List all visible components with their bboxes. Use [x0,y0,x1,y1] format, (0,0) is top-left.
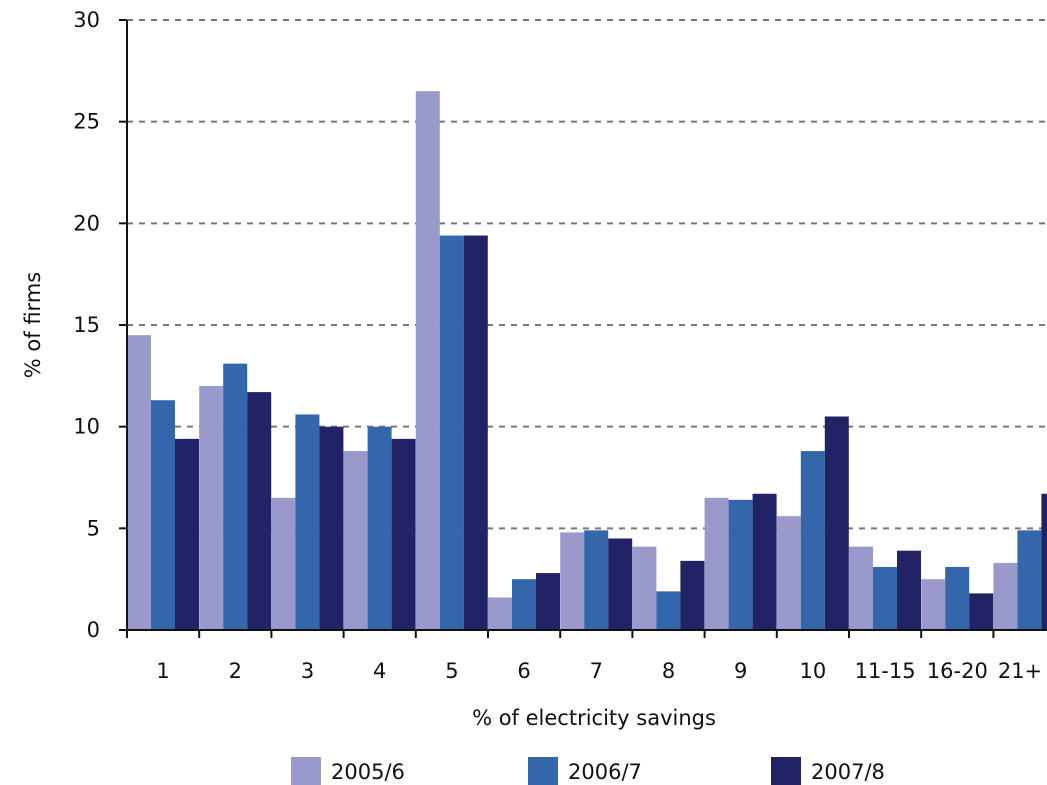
x-tick-label: 3 [301,659,314,683]
y-tick-label: 5 [87,516,100,540]
bar-2005-6-4 [343,451,368,630]
y-tick-labels: 0 5 10 15 20 25 30 [73,8,100,642]
bar-2006-7-6 [512,579,536,630]
bar-2005-6-3 [271,497,296,630]
legend-swatch [528,757,558,785]
bar-2006-7-7 [584,530,609,630]
bar-2007-8-7 [608,538,633,630]
bar-2006-7-1 [151,400,175,630]
legend: 2005/6 2006/7 2007/8 [291,757,885,785]
x-tick-label: 4 [373,659,386,683]
bar-2007-8-2 [247,392,272,630]
axes [119,19,1047,638]
legend-label: 2005/6 [331,760,405,784]
bar-2006-7-16-20 [945,566,970,630]
bar-2005-6-6 [488,597,512,630]
bar-2006-7-21+ [1017,530,1042,630]
bar-2006-7-10 [800,451,825,630]
y-tick-label: 25 [73,110,100,134]
x-tick-label: 8 [662,659,675,683]
bar-2006-7-3 [295,414,320,630]
legend-swatch [771,757,801,785]
bar-2005-6-9 [704,497,729,630]
y-tick-label: 0 [87,618,100,642]
bar-2006-7-5 [439,235,464,631]
bar-2007-8-3 [319,426,344,630]
y-tick-label: 10 [73,415,100,439]
y-tick-label: 15 [73,313,100,337]
bar-2005-6-8 [632,546,657,630]
bar-2006-7-2 [223,363,248,630]
x-tick-label: 1 [156,659,169,683]
bar-2005-6-2 [199,386,224,630]
bar-2007-8-21+ [1041,493,1047,630]
bar-2006-7-11-15 [873,566,897,630]
bar-2005-6-7 [560,532,585,630]
bar-2007-8-16-20 [969,593,994,630]
y-axis-title: % of firms [21,272,45,378]
x-tick-label: 10 [800,659,827,683]
bar-2007-8-4 [391,438,416,630]
bar-2007-8-11-15 [897,550,921,630]
legend-swatch [291,757,321,785]
bar-2006-7-8 [656,591,681,630]
bar-2005-6-16-20 [921,579,946,630]
y-tick-label: 20 [73,211,100,235]
x-tick-label: 11-15 [855,659,916,683]
bar-2007-8-10 [824,416,849,630]
bars [127,91,1047,631]
bar-2007-8-9 [752,493,777,630]
bar-2006-7-4 [367,426,392,630]
bar-2007-8-1 [175,438,199,630]
x-tick-label: 7 [590,659,603,683]
grid-lines [127,19,1047,530]
x-tick-label: 16-20 [927,659,988,683]
bar-2007-8-5 [463,235,488,631]
x-tick-label: 21+ [998,659,1042,683]
bar-2005-6-21+ [993,562,1018,630]
x-tick-labels: 1 2 3 4 5 6 7 8 9 10 11-15 16-20 21+ [156,659,1042,683]
bar-2005-6-5 [415,91,440,630]
x-axis-title: % of electricity savings [472,706,716,730]
bar-2007-8-8 [680,560,705,630]
x-tick-label: 2 [229,659,242,683]
x-tick-label: 9 [734,659,747,683]
bar-2005-6-10 [776,516,801,630]
y-tick-label: 30 [73,8,100,32]
bar-2005-6-1 [127,335,151,630]
legend-label: 2007/8 [811,760,885,784]
x-tick-label: 6 [517,659,530,683]
bar-2007-8-6 [536,573,560,630]
bar-2005-6-11-15 [849,546,873,630]
bar-2006-7-9 [728,499,753,630]
legend-label: 2006/7 [568,760,642,784]
x-tick-label: 5 [445,659,458,683]
